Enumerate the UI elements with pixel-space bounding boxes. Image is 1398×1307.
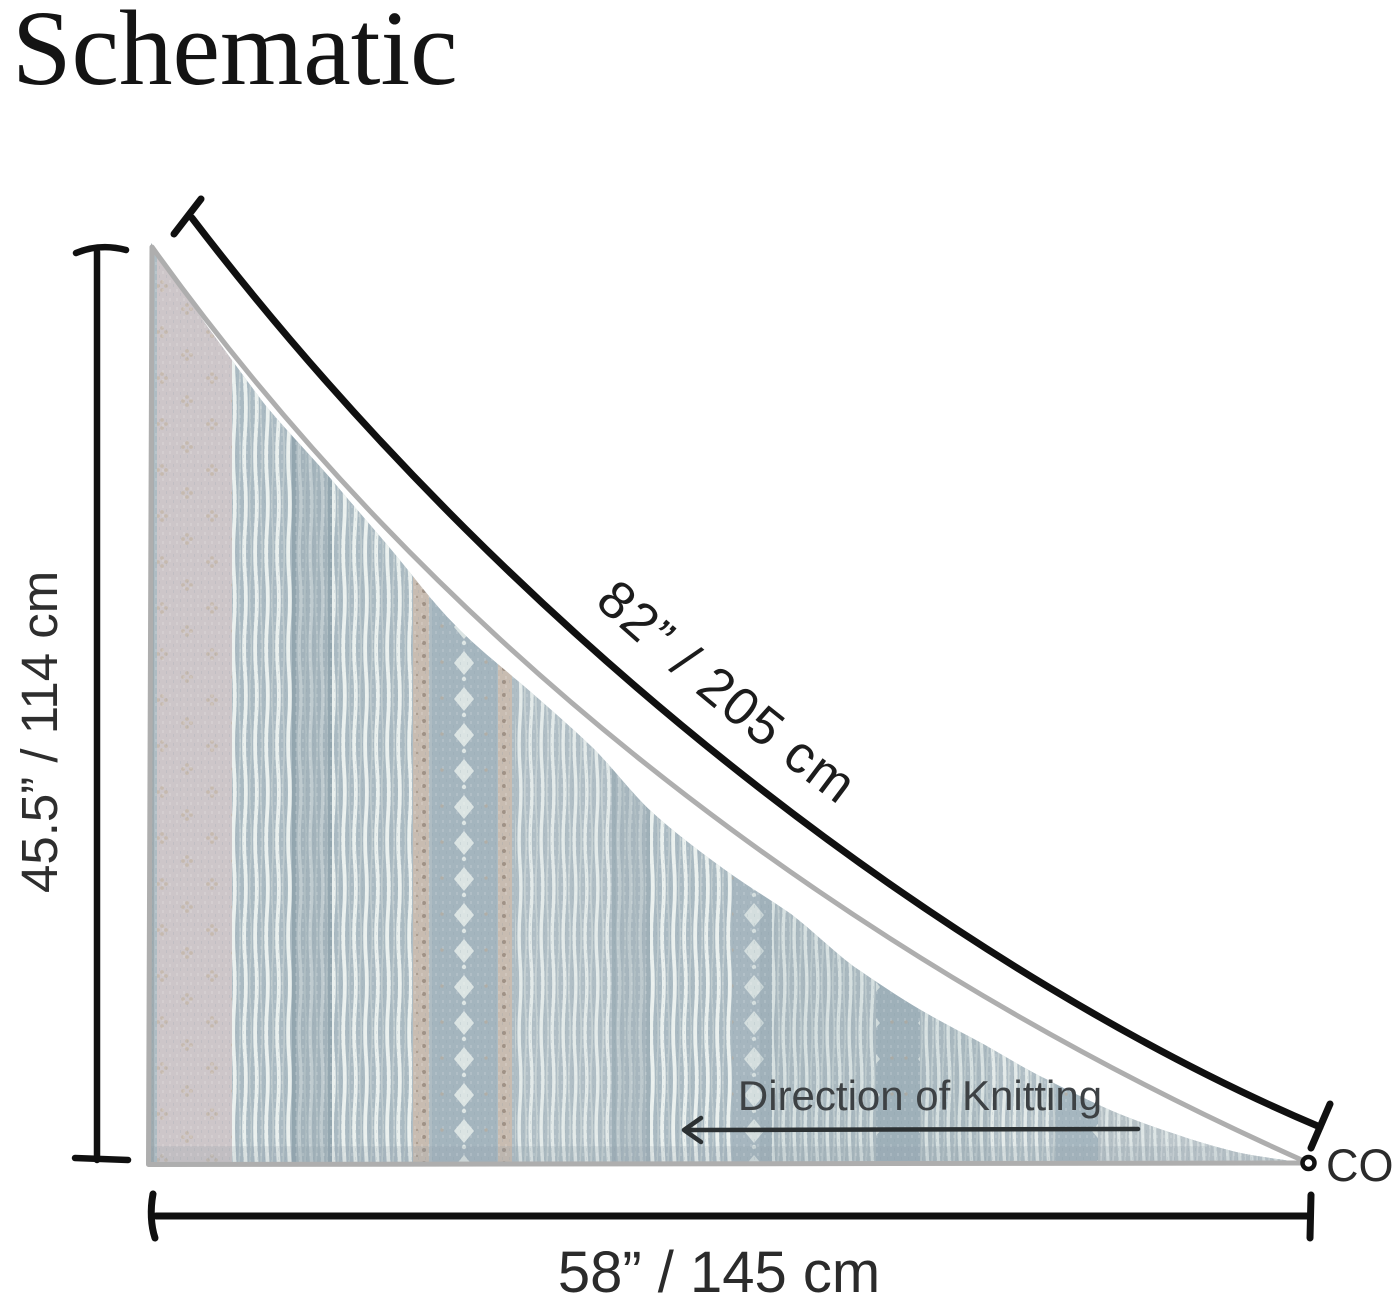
svg-text:CO: CO [1326, 1140, 1394, 1191]
svg-text:Schematic: Schematic [12, 0, 458, 108]
svg-text:Direction of Knitting: Direction of Knitting [738, 1072, 1102, 1119]
svg-text:82” / 205 cm: 82” / 205 cm [586, 569, 868, 816]
svg-text:58” / 145 cm: 58” / 145 cm [558, 1240, 880, 1305]
svg-text:45.5” / 114 cm: 45.5” / 114 cm [11, 571, 68, 893]
